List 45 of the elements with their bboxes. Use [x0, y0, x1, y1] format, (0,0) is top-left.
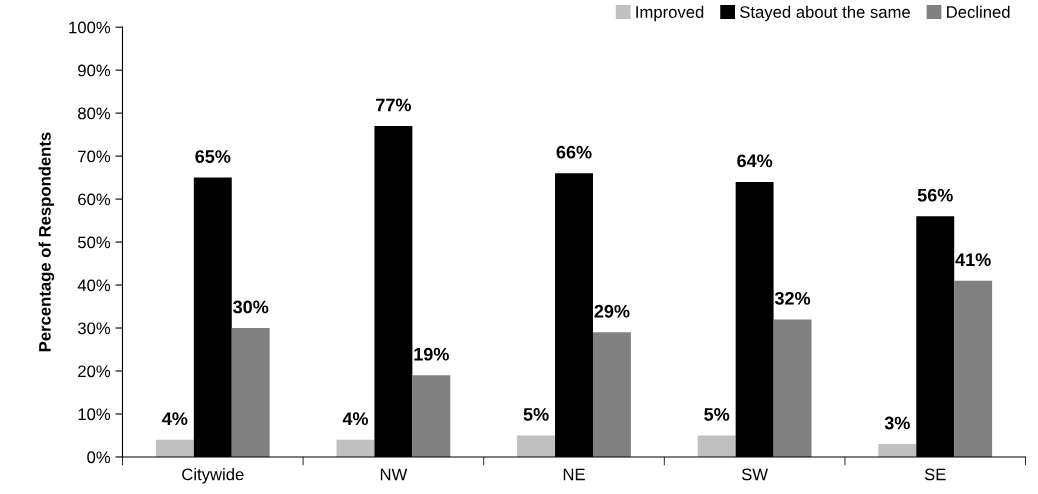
y-tick-label: 30% — [77, 322, 111, 335]
legend-label: Declined — [947, 5, 1010, 18]
y-tick-label: 10% — [78, 408, 111, 421]
data-label: 64% — [737, 154, 773, 168]
bar — [517, 435, 556, 457]
data-label: 5% — [523, 408, 549, 421]
x-tick-label: NW — [380, 468, 408, 481]
data-label: 41% — [955, 253, 991, 267]
legend-label: Improved — [636, 5, 704, 22]
data-label: 56% — [917, 188, 953, 202]
data-label: 5% — [704, 408, 730, 421]
data-label: 19% — [414, 347, 449, 361]
bar — [697, 435, 736, 457]
y-tick-label: 100% — [69, 21, 111, 34]
data-label: 4% — [162, 412, 188, 426]
y-tick-label: 20% — [78, 365, 111, 378]
bar — [155, 439, 194, 457]
data-label: 30% — [233, 300, 269, 314]
y-tick-label: 60% — [78, 193, 111, 206]
x-tick-label: Citywide — [182, 468, 244, 484]
y-tick-label: 70% — [78, 150, 111, 163]
data-label: 29% — [594, 304, 630, 318]
data-label: 4% — [342, 412, 369, 426]
y-tick-label: 0% — [87, 451, 111, 464]
data-label: 3% — [884, 416, 910, 430]
data-label: 32% — [774, 291, 811, 305]
y-axis-title: Percentage of Respondents — [38, 132, 55, 352]
bar — [592, 332, 631, 457]
bar — [773, 319, 812, 457]
bar — [878, 444, 917, 457]
legend-label: Stayed about the same — [740, 5, 910, 22]
y-tick-label: 40% — [77, 279, 111, 292]
bar — [336, 439, 375, 457]
x-tick-label: SW — [741, 468, 768, 481]
data-label: 66% — [556, 145, 592, 159]
x-tick-label: NE — [563, 468, 585, 481]
y-tick-label: 90% — [78, 64, 111, 77]
y-tick-label: 80% — [78, 107, 111, 120]
data-label: 77% — [376, 98, 411, 112]
data-label: 65% — [195, 150, 231, 163]
y-tick-label: 50% — [77, 236, 111, 249]
bar — [954, 280, 993, 457]
x-tick-label: SE — [924, 468, 946, 481]
bar — [231, 328, 270, 457]
bar — [412, 375, 451, 457]
